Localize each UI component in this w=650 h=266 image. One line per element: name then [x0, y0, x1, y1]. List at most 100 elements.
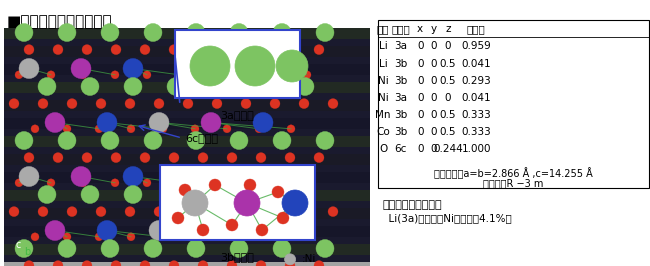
Circle shape — [316, 131, 334, 149]
Text: 0: 0 — [445, 41, 451, 51]
Circle shape — [277, 212, 289, 224]
Circle shape — [276, 50, 308, 82]
Text: 0: 0 — [417, 93, 423, 103]
Circle shape — [282, 190, 308, 216]
Circle shape — [45, 113, 65, 132]
Circle shape — [127, 233, 135, 241]
Circle shape — [169, 45, 179, 55]
Circle shape — [328, 207, 338, 217]
Text: ■活物質の結晶構造解析: ■活物質の結晶構造解析 — [7, 14, 112, 29]
Circle shape — [256, 261, 266, 266]
Circle shape — [95, 233, 103, 241]
Bar — [4, 226, 370, 237]
Text: 空間群：R −3 m: 空間群：R −3 m — [484, 178, 543, 188]
Bar — [4, 208, 370, 219]
Circle shape — [144, 239, 162, 257]
Circle shape — [187, 23, 205, 41]
Circle shape — [271, 179, 279, 187]
Text: 0.041: 0.041 — [462, 93, 491, 103]
Circle shape — [111, 153, 121, 163]
Circle shape — [273, 23, 291, 41]
Circle shape — [167, 185, 185, 203]
Circle shape — [230, 23, 248, 41]
Text: 0: 0 — [445, 93, 451, 103]
Circle shape — [101, 131, 119, 149]
Circle shape — [223, 125, 231, 133]
Text: 0.959: 0.959 — [462, 41, 491, 51]
Text: 0.5: 0.5 — [440, 127, 456, 137]
Bar — [4, 172, 370, 183]
Circle shape — [167, 77, 185, 95]
Text: 3bサイト: 3bサイト — [220, 252, 254, 262]
Circle shape — [198, 153, 208, 163]
Circle shape — [149, 113, 169, 132]
Circle shape — [175, 71, 183, 79]
Circle shape — [81, 77, 99, 95]
Text: 0.5: 0.5 — [440, 76, 456, 86]
Circle shape — [210, 77, 228, 95]
Bar — [4, 154, 370, 165]
Circle shape — [24, 261, 34, 266]
Text: Mn: Mn — [376, 110, 391, 120]
Circle shape — [45, 221, 65, 240]
Circle shape — [71, 167, 91, 186]
Text: 6cサイト: 6cサイト — [185, 133, 218, 143]
Circle shape — [143, 71, 151, 79]
Circle shape — [15, 23, 33, 41]
Circle shape — [144, 131, 162, 149]
Circle shape — [144, 23, 162, 41]
Circle shape — [15, 131, 33, 149]
Circle shape — [253, 77, 271, 95]
Circle shape — [111, 71, 119, 79]
Circle shape — [285, 45, 295, 55]
Circle shape — [143, 179, 151, 187]
Circle shape — [187, 239, 205, 257]
Circle shape — [279, 59, 299, 78]
Circle shape — [253, 221, 273, 240]
Circle shape — [296, 77, 314, 95]
Text: 0.333: 0.333 — [462, 127, 491, 137]
Text: O: O — [379, 144, 387, 154]
Circle shape — [187, 131, 205, 149]
Circle shape — [31, 233, 39, 241]
Circle shape — [234, 190, 260, 216]
Text: z: z — [445, 24, 451, 34]
Circle shape — [175, 167, 195, 186]
Circle shape — [159, 125, 167, 133]
Circle shape — [159, 233, 167, 241]
Circle shape — [296, 185, 314, 203]
Circle shape — [227, 261, 237, 266]
Circle shape — [58, 131, 76, 149]
Circle shape — [191, 125, 199, 133]
Circle shape — [124, 77, 142, 95]
Circle shape — [287, 125, 295, 133]
Circle shape — [303, 179, 311, 187]
Circle shape — [287, 226, 293, 232]
Circle shape — [47, 179, 55, 187]
Text: 0: 0 — [430, 41, 437, 51]
Circle shape — [271, 71, 279, 79]
Circle shape — [314, 153, 324, 163]
Text: サイト: サイト — [391, 24, 410, 34]
Circle shape — [175, 179, 183, 187]
Circle shape — [127, 125, 135, 133]
Circle shape — [81, 185, 99, 203]
Circle shape — [179, 184, 191, 196]
Circle shape — [244, 179, 256, 191]
Circle shape — [270, 207, 280, 217]
Circle shape — [255, 125, 263, 133]
Text: 3b: 3b — [394, 127, 407, 137]
Circle shape — [53, 45, 63, 55]
Circle shape — [183, 207, 193, 217]
Text: 0: 0 — [417, 144, 423, 154]
Text: 6c: 6c — [395, 144, 407, 154]
Circle shape — [15, 71, 23, 79]
Circle shape — [226, 219, 238, 231]
Bar — [4, 100, 370, 111]
Circle shape — [256, 153, 266, 163]
Circle shape — [241, 207, 251, 217]
Text: 3a: 3a — [394, 41, 407, 51]
Circle shape — [154, 207, 164, 217]
Circle shape — [96, 99, 106, 109]
Text: 0.244: 0.244 — [433, 144, 463, 154]
